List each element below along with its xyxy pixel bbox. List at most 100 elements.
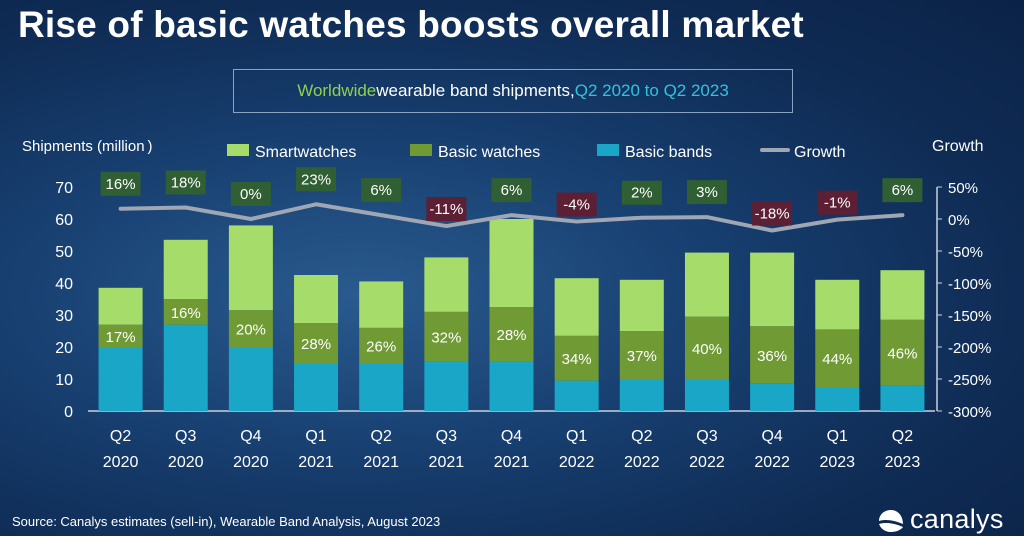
bar-basic_bands [359, 363, 404, 411]
right-axis-title: Growth [932, 138, 984, 155]
bar-basic_watches [228, 310, 273, 347]
bar-basic_bands [619, 379, 664, 411]
x-tick-year: 2020 [168, 454, 204, 471]
x-tick-quarter: Q3 [175, 428, 196, 445]
x-tick-quarter: Q4 [761, 428, 782, 445]
y-tick-right: -200% [948, 340, 991, 357]
canalys-logo: canalys [876, 504, 1004, 535]
y-tick-right: -150% [948, 308, 991, 325]
growth-label: 23% [301, 171, 331, 188]
bar-smartwatches [684, 252, 729, 317]
y-tick-left: 70 [55, 180, 73, 197]
bar-smartwatches [554, 278, 599, 336]
chart-subtitle: Worldwide wearable band shipments, Q2 20… [233, 69, 793, 113]
growth-label-box [230, 182, 271, 206]
growth-label-box [882, 178, 923, 203]
y-tick-left: 40 [55, 276, 73, 293]
bar-basic_watches [294, 323, 339, 363]
bar-basic_bands [489, 361, 534, 411]
y-tick-right: 50% [948, 180, 978, 197]
bar-share-label: 44% [822, 351, 852, 368]
bar-share-label: 20% [236, 322, 266, 339]
bar-smartwatches [880, 270, 925, 320]
growth-label-box [100, 171, 141, 196]
bar-smartwatches [815, 279, 860, 330]
bar-share-label: 17% [106, 329, 136, 346]
legend-smartwatches-swatch [227, 144, 249, 156]
x-tick-year: 2022 [624, 454, 660, 471]
legend-basic-watches-swatch [410, 144, 432, 156]
legend-basic-bands-swatch [597, 144, 619, 156]
y-tick-left: 0 [64, 404, 73, 421]
growth-label: 3% [696, 184, 718, 201]
x-tick-year: 2022 [689, 454, 725, 471]
y-tick-left: 60 [55, 212, 73, 229]
bar-basic_bands [750, 383, 795, 411]
bar-smartwatches [489, 219, 534, 307]
bar-basic_bands [554, 380, 599, 411]
bar-basic_bands [815, 387, 860, 411]
bar-share-label: 28% [496, 327, 526, 344]
x-tick-year: 2020 [103, 454, 139, 471]
growth-label-box [165, 170, 206, 195]
y-tick-left: 50 [55, 244, 73, 261]
bar-smartwatches [619, 279, 664, 331]
y-tick-right: 0% [948, 212, 970, 229]
left-axis-title: Shipments (million ) [22, 138, 153, 155]
bar-basic_watches [684, 316, 729, 379]
growth-label-box [426, 197, 467, 222]
growth-label: 0% [240, 186, 262, 203]
bar-basic_watches [163, 299, 208, 325]
bar-basic_watches [359, 327, 404, 363]
x-tick-year: 2021 [494, 454, 530, 471]
growth-label-box [361, 178, 402, 203]
bar-basic_bands [294, 363, 339, 411]
y-tick-right: -100% [948, 276, 991, 293]
growth-label: 6% [370, 182, 392, 199]
y-tick-left: 10 [55, 372, 73, 389]
subtitle-period: Q2 2020 to Q2 2023 [574, 81, 729, 100]
x-tick-quarter: Q2 [110, 428, 131, 445]
bar-smartwatches [750, 252, 795, 327]
legend-growth-label: Growth [794, 144, 846, 161]
bar-share-label: 37% [627, 348, 657, 365]
bar-basic_watches [424, 311, 469, 362]
growth-label-box [686, 180, 727, 205]
x-tick-quarter: Q2 [371, 428, 392, 445]
bar-share-label: 46% [887, 346, 917, 363]
growth-label: -4% [563, 197, 590, 214]
x-tick-year: 2022 [559, 454, 595, 471]
canalys-logo-icon [879, 509, 903, 532]
bar-share-label: 40% [692, 341, 722, 358]
growth-label: -11% [429, 201, 463, 218]
x-tick-year: 2020 [233, 454, 269, 471]
bar-basic_bands [880, 385, 925, 411]
growth-label-box [752, 201, 793, 226]
growth-label: 6% [892, 182, 914, 199]
bar-basic_bands [163, 324, 208, 411]
y-tick-right: -300% [948, 404, 991, 421]
bar-share-label: 26% [366, 338, 396, 355]
growth-label: 6% [501, 182, 523, 199]
bar-share-label: 16% [171, 305, 201, 322]
bar-basic_bands [684, 379, 729, 411]
growth-label-box [296, 167, 337, 192]
growth-label: 18% [171, 174, 201, 191]
bar-share-label: 28% [301, 336, 331, 353]
growth-label: -18% [755, 206, 790, 223]
bar-basic_watches [750, 326, 795, 384]
legend-basic-watches-label: Basic watches [438, 144, 540, 161]
x-tick-quarter: Q2 [631, 428, 652, 445]
x-tick-quarter: Q1 [566, 428, 587, 445]
legend-smartwatches-label: Smartwatches [255, 144, 356, 161]
bar-smartwatches [359, 281, 404, 328]
y-tick-left: 30 [55, 308, 73, 325]
x-tick-year: 2021 [363, 454, 399, 471]
x-tick-quarter: Q2 [892, 428, 913, 445]
chart-title: Rise of basic watches boosts overall mar… [18, 4, 804, 45]
y-tick-right: -250% [948, 372, 991, 389]
x-tick-quarter: Q3 [696, 428, 717, 445]
bar-basic_watches [98, 324, 143, 347]
growth-label: 2% [631, 185, 653, 202]
x-tick-quarter: Q3 [436, 428, 457, 445]
